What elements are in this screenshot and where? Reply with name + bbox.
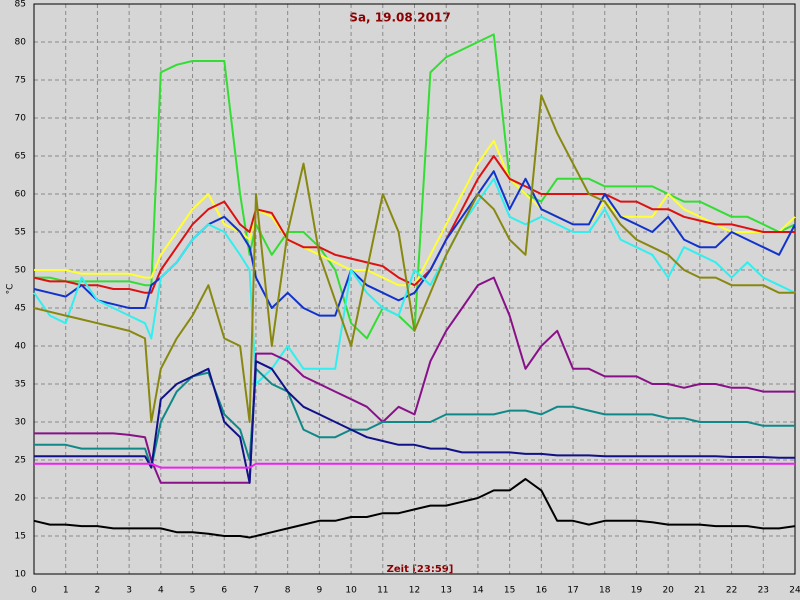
- x-tick-label: 8: [285, 586, 291, 596]
- y-tick-label: 35: [15, 380, 26, 390]
- y-tick-label: 30: [15, 418, 27, 428]
- x-tick-label: 7: [253, 586, 259, 596]
- x-tick-label: 20: [662, 586, 674, 596]
- y-tick-label: 80: [15, 38, 27, 48]
- x-tick-label: 0: [31, 586, 37, 596]
- series-line: [33, 94, 795, 423]
- x-tick-label: 24: [789, 586, 800, 596]
- x-tick-label: 21: [694, 586, 705, 596]
- y-tick-label: 60: [15, 190, 27, 200]
- x-tick-label: 14: [472, 586, 484, 596]
- y-tick-label: 75: [15, 76, 26, 86]
- chart-title: Sa, 19.08.2017: [349, 11, 450, 25]
- series-line: [33, 170, 796, 317]
- series-line: [34, 360, 795, 484]
- x-tick-label: 11: [377, 586, 388, 596]
- x-tick-label: 19: [631, 586, 643, 596]
- x-tick-label: 6: [221, 586, 227, 596]
- x-tick-label: 17: [567, 586, 578, 596]
- y-tick-label: 25: [15, 456, 26, 466]
- x-tick-label: 16: [536, 586, 548, 596]
- x-tick-label: 12: [409, 586, 420, 596]
- x-tick-label: 13: [440, 586, 451, 596]
- x-tick-label: 18: [599, 586, 611, 596]
- x-tick-label: 4: [158, 586, 164, 596]
- x-tick-label: 9: [317, 586, 323, 596]
- x-tick-label: 3: [126, 586, 132, 596]
- y-tick-label: 10: [15, 570, 27, 580]
- y-tick-label: 20: [15, 494, 27, 504]
- series-line: [34, 276, 795, 484]
- x-tick-label: 15: [504, 586, 515, 596]
- y-tick-label: 55: [15, 228, 26, 238]
- x-tick-label: 1: [63, 586, 69, 596]
- y-tick-label: 65: [15, 152, 26, 162]
- x-tick-label: 5: [190, 586, 196, 596]
- x-tick-label: 10: [345, 586, 357, 596]
- series-line: [33, 478, 796, 539]
- series-line: [33, 177, 796, 385]
- x-tick-label: 22: [726, 586, 737, 596]
- y-tick-label: 50: [15, 266, 27, 276]
- y-tick-label: 85: [15, 0, 26, 10]
- y-tick-label: 70: [15, 114, 27, 124]
- y-tick-label: 45: [15, 304, 26, 314]
- series-line: [34, 462, 795, 469]
- y-tick-label: 40: [15, 342, 27, 352]
- x-tick-label: 2: [95, 586, 101, 596]
- y-tick-label: 15: [15, 532, 26, 542]
- x-tick-label: 23: [758, 586, 769, 596]
- series-line: [34, 367, 795, 469]
- y-axis-label: °C: [6, 284, 16, 295]
- x-axis-label: Zeit [23:59]: [387, 564, 454, 575]
- series-line: [33, 155, 795, 294]
- series-line: [34, 139, 796, 287]
